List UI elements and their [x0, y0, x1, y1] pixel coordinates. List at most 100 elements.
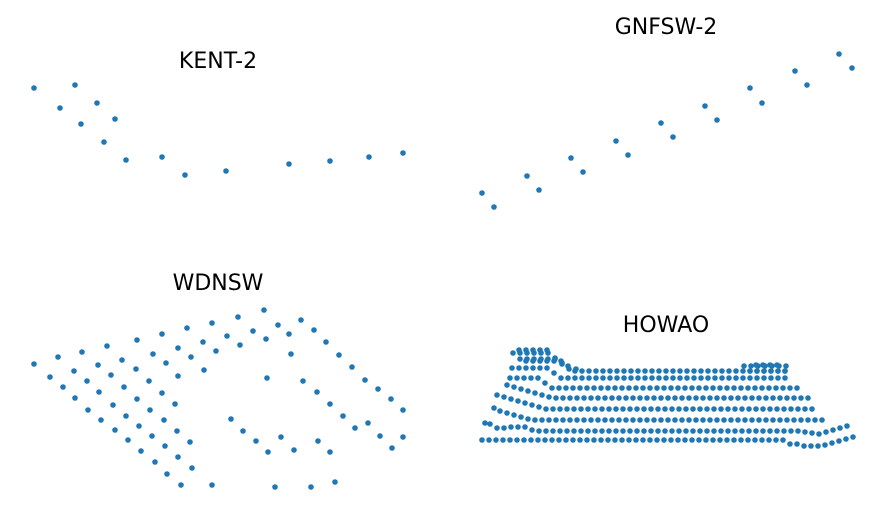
scatter-point	[286, 331, 292, 337]
scatter-point	[327, 158, 333, 164]
scatter-point	[738, 385, 744, 391]
scatter-point	[543, 406, 549, 412]
scatter-point	[760, 428, 766, 434]
scatter-point	[536, 404, 542, 410]
scatter-point	[577, 385, 583, 391]
scatter-point	[686, 395, 692, 401]
scatter-point	[253, 438, 259, 444]
scatter-point	[693, 395, 699, 401]
scatter-point	[783, 363, 789, 369]
scatter-point	[560, 395, 566, 401]
scatter-point	[507, 375, 513, 381]
scatter-point	[698, 375, 704, 381]
scatter-point	[298, 317, 304, 323]
scatter-point	[546, 417, 552, 423]
scatter-point	[718, 428, 724, 434]
scatter-point	[557, 428, 563, 434]
scatter-point	[508, 396, 514, 402]
scatter-point	[798, 417, 804, 423]
scatter-point	[150, 351, 156, 357]
scatter-point	[635, 368, 641, 374]
scatter-point	[552, 355, 558, 361]
scatter-point	[501, 394, 507, 400]
scatter-point	[732, 428, 738, 434]
scatter-point	[774, 406, 780, 412]
scatter-point	[487, 421, 493, 427]
scatter-point	[691, 368, 697, 374]
scatter-point	[584, 437, 590, 443]
scatter-point	[549, 437, 555, 443]
scatter-point	[565, 375, 571, 381]
scatter-point	[844, 423, 850, 429]
scatter-point	[756, 395, 762, 401]
scatter-point	[78, 121, 84, 127]
scatter-point	[159, 154, 165, 160]
scatter-point	[761, 375, 767, 381]
scatter-point	[753, 362, 759, 368]
scatter-point	[494, 392, 500, 398]
scatter-point	[517, 356, 523, 362]
scatter-point	[108, 372, 114, 378]
scatter-point	[754, 368, 760, 374]
scatter-point	[224, 333, 230, 339]
scatter-point	[777, 395, 783, 401]
scatter-point	[642, 375, 648, 381]
scatter-point	[72, 395, 78, 401]
scatter-point	[515, 398, 521, 404]
scatter-point	[585, 406, 591, 412]
scatter-point	[749, 395, 755, 401]
scatter-point	[621, 375, 627, 381]
scatter-point	[563, 437, 569, 443]
scatter-point	[731, 437, 737, 443]
scatter-point	[511, 384, 517, 390]
scatter-point	[740, 368, 746, 374]
scatter-point	[714, 417, 720, 423]
scatter-point	[712, 375, 718, 381]
scatter-point	[766, 385, 772, 391]
scatter-point	[690, 428, 696, 434]
scatter-point	[763, 417, 769, 423]
scatter-point	[188, 354, 194, 360]
scatter-point	[609, 417, 615, 423]
scatter-point	[546, 394, 552, 400]
scatter-point	[711, 406, 717, 412]
scatter-point	[822, 442, 828, 448]
scatter-point	[648, 428, 654, 434]
scatter-point	[200, 339, 206, 345]
scatter-point	[531, 356, 537, 362]
scatter-point	[640, 385, 646, 391]
scatter-point	[71, 368, 77, 374]
scatter-point	[630, 417, 636, 423]
scatter-point	[560, 417, 566, 423]
scatter-point	[31, 85, 37, 91]
scatter-point	[689, 385, 695, 391]
scatter-point	[592, 406, 598, 412]
scatter-point	[605, 385, 611, 391]
scatter-point	[530, 347, 536, 353]
scatter-point	[655, 406, 661, 412]
scatter-point	[586, 375, 592, 381]
scatter-point	[101, 139, 107, 145]
scatter-point	[265, 449, 271, 455]
scatter-point	[479, 437, 485, 443]
scatter-point	[593, 368, 599, 374]
scatter-points	[31, 82, 406, 178]
scatter-point	[584, 385, 590, 391]
scatter-point	[682, 385, 688, 391]
scatter-point	[773, 437, 779, 443]
scatter-point	[668, 437, 674, 443]
scatter-point	[837, 425, 843, 431]
scatter-point	[500, 437, 506, 443]
scatter-point	[564, 428, 570, 434]
scatter-point	[770, 395, 776, 401]
scatter-point	[705, 375, 711, 381]
scatter-point	[516, 347, 522, 353]
scatter-point	[654, 385, 660, 391]
scatter-point	[614, 375, 620, 381]
scatter-point	[507, 437, 513, 443]
scatter-point	[656, 375, 662, 381]
scatter-point	[829, 440, 835, 446]
scatter-point	[661, 385, 667, 391]
scatter-point	[749, 417, 755, 423]
scatter-point	[263, 336, 269, 342]
